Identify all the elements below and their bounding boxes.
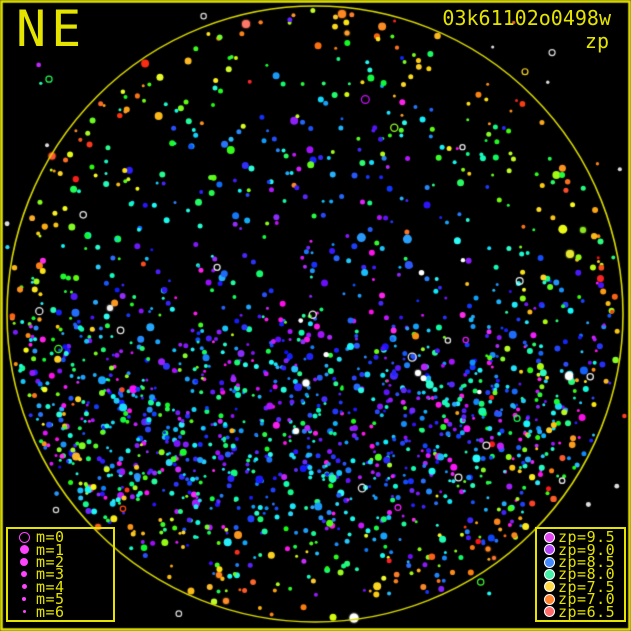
dot-cell <box>540 531 558 543</box>
zp-dot-icon <box>543 531 555 543</box>
legend-label: m=4 <box>36 577 65 596</box>
legend-row-m5: m=5 <box>12 590 113 609</box>
zp-dot-icon <box>543 581 555 593</box>
legend-row-zp90: zp=9.0 <box>540 540 624 559</box>
legend-row-zp95: zp=9.5 <box>540 528 624 547</box>
legend-row-zp65: zp=6.5 <box>540 602 624 621</box>
legend-row-zp80: zp=8.0 <box>540 565 624 584</box>
dot-cell <box>12 610 36 614</box>
legend-row-m4: m=4 <box>12 577 113 596</box>
dot-cell <box>12 558 36 567</box>
plot-title: 03k61102o0498w <box>442 6 611 30</box>
legend-row-m3: m=3 <box>12 565 113 584</box>
zp-dot-icon <box>543 568 555 580</box>
legend-label: m=1 <box>36 540 65 559</box>
legend-label: zp=8.0 <box>558 565 616 584</box>
zp-dot-icon <box>543 544 555 556</box>
legend-row-zp70: zp=7.0 <box>540 590 624 609</box>
legend-label: m=2 <box>36 553 65 572</box>
dot-cell <box>12 584 36 590</box>
zp-dot-icon <box>543 556 555 568</box>
dot-cell <box>12 597 36 602</box>
legend-label: zp=9.5 <box>558 528 616 547</box>
dot-cell <box>540 556 558 568</box>
legend-row-zp85: zp=8.5 <box>540 553 624 572</box>
zp-colorbar-label: zp <box>584 29 609 53</box>
dot-cell <box>540 568 558 580</box>
legend-label: zp=7.5 <box>558 577 616 596</box>
zp-dot-icon <box>543 593 555 605</box>
magnitude-dot-icon <box>20 558 28 567</box>
legend-label: m=5 <box>36 590 65 609</box>
legend-row-m6: m=6 <box>12 602 113 621</box>
legend-label: m=0 <box>36 528 65 547</box>
magnitude-dot-icon <box>21 571 27 578</box>
dot-cell <box>540 606 558 618</box>
legend-row-zp75: zp=7.5 <box>540 577 624 596</box>
magnitude-dot-icon <box>21 584 27 590</box>
magnitude-dot-icon <box>22 610 26 614</box>
legend-row-m0: m=0 <box>12 528 113 547</box>
legend-label: zp=6.5 <box>558 602 616 621</box>
legend-row-m1: m=1 <box>12 540 113 559</box>
legend-label: zp=9.0 <box>558 540 616 559</box>
zeropoint-legend: zp=9.5 zp=9.0 zp=8.5 zp=8.0 zp=7.5 zp=7.… <box>535 527 626 622</box>
dot-cell <box>540 581 558 593</box>
dot-cell <box>12 571 36 578</box>
legend-row-m2: m=2 <box>12 553 113 572</box>
legend-label: zp=7.0 <box>558 590 616 609</box>
zp-dot-icon <box>543 606 555 618</box>
legend-label: m=6 <box>36 602 65 621</box>
dot-cell <box>12 531 36 543</box>
magnitude-dot-icon <box>22 597 26 602</box>
dot-cell <box>12 545 36 555</box>
dot-cell <box>540 544 558 556</box>
dot-cell <box>540 593 558 605</box>
legend-label: m=3 <box>36 565 65 584</box>
orientation-label: NE <box>16 0 87 58</box>
magnitude-legend: m=0 m=1 m=2 m=3 m=4 m=5 m=6 <box>6 527 115 622</box>
magnitude-dot-icon <box>19 545 29 555</box>
legend-label: zp=8.5 <box>558 553 616 572</box>
magnitude-dot-icon <box>18 531 30 543</box>
